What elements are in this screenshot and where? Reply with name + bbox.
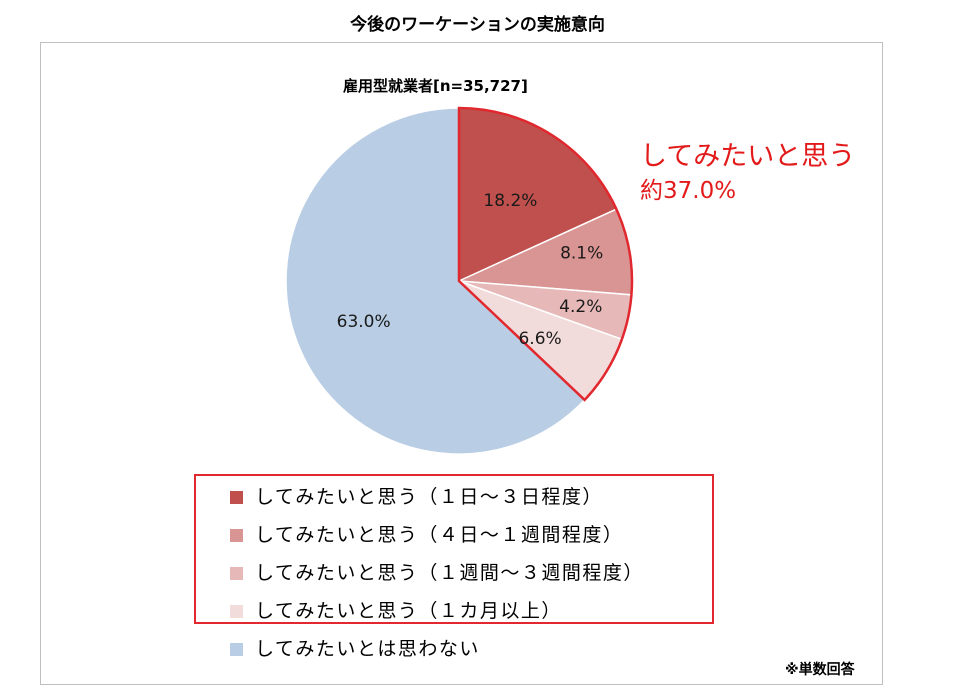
legend-item: してみたいと思う（１日～３日程度） <box>230 478 644 516</box>
slice-label: 63.0% <box>337 312 391 332</box>
legend-label: してみたいと思う（１カ月以上） <box>255 600 562 622</box>
highlight-outline <box>457 106 634 402</box>
legend-label: してみたいと思う（１日～３日程度） <box>255 486 603 508</box>
chart-title: 雇用型就業者[n=35,727] <box>343 77 528 95</box>
legend-item: してみたいと思う（１週間～３週間程度） <box>230 554 644 592</box>
callout-label: してみたいと思う <box>640 141 856 172</box>
pie-slice <box>285 107 586 455</box>
chart-frame <box>40 42 883 685</box>
legend-item: してみたいと思う（４日～１週間程度） <box>230 516 644 554</box>
highlight-callout: してみたいと思う 約37.0% <box>640 138 855 206</box>
legend-label: してみたいと思う（１週間～３週間程度） <box>255 562 644 584</box>
slice-label: 8.1% <box>560 243 603 263</box>
legend-swatch <box>230 604 243 618</box>
legend-swatch <box>230 642 243 656</box>
slice-label: 6.6% <box>518 329 561 349</box>
legend-item: してみたいとは思わない <box>230 630 644 668</box>
legend-item: してみたいと思う（１カ月以上） <box>230 592 644 630</box>
slice-label: 18.2% <box>483 191 537 211</box>
footnote: ※単数回答 <box>785 662 855 678</box>
page-title: 今後のワーケーションの実施意向 <box>350 15 605 35</box>
legend: してみたいと思う（１日～３日程度） してみたいと思う（４日～１週間程度） してみ… <box>230 478 644 668</box>
legend-swatch <box>230 566 243 580</box>
slice-label: 4.2% <box>559 297 602 317</box>
legend-label: してみたいと思う（４日～１週間程度） <box>255 524 624 546</box>
legend-highlight-box <box>194 474 714 624</box>
legend-swatch <box>230 528 243 542</box>
slice-labels: 18.2% 8.1% 4.2% 6.6% 63.0% <box>337 191 604 349</box>
legend-label: してみたいとは思わない <box>255 638 480 660</box>
callout-value: 約37.0% <box>640 178 737 204</box>
legend-swatch <box>230 490 243 504</box>
